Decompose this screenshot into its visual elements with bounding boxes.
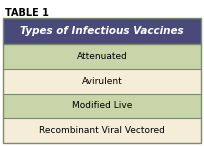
Text: Attenuated: Attenuated	[76, 52, 128, 61]
Bar	[3, 18, 201, 44]
Bar	[3, 93, 201, 118]
Text: TABLE 1: TABLE 1	[5, 8, 49, 18]
Bar	[3, 69, 201, 93]
Text: Recombinant Viral Vectored: Recombinant Viral Vectored	[39, 126, 165, 135]
Bar	[3, 44, 201, 69]
Bar	[3, 18, 201, 143]
Text: Modified Live: Modified Live	[72, 101, 132, 110]
Text: Avirulent: Avirulent	[82, 77, 122, 86]
Text: Types of Infectious Vaccines: Types of Infectious Vaccines	[20, 26, 184, 36]
Bar	[3, 118, 201, 143]
